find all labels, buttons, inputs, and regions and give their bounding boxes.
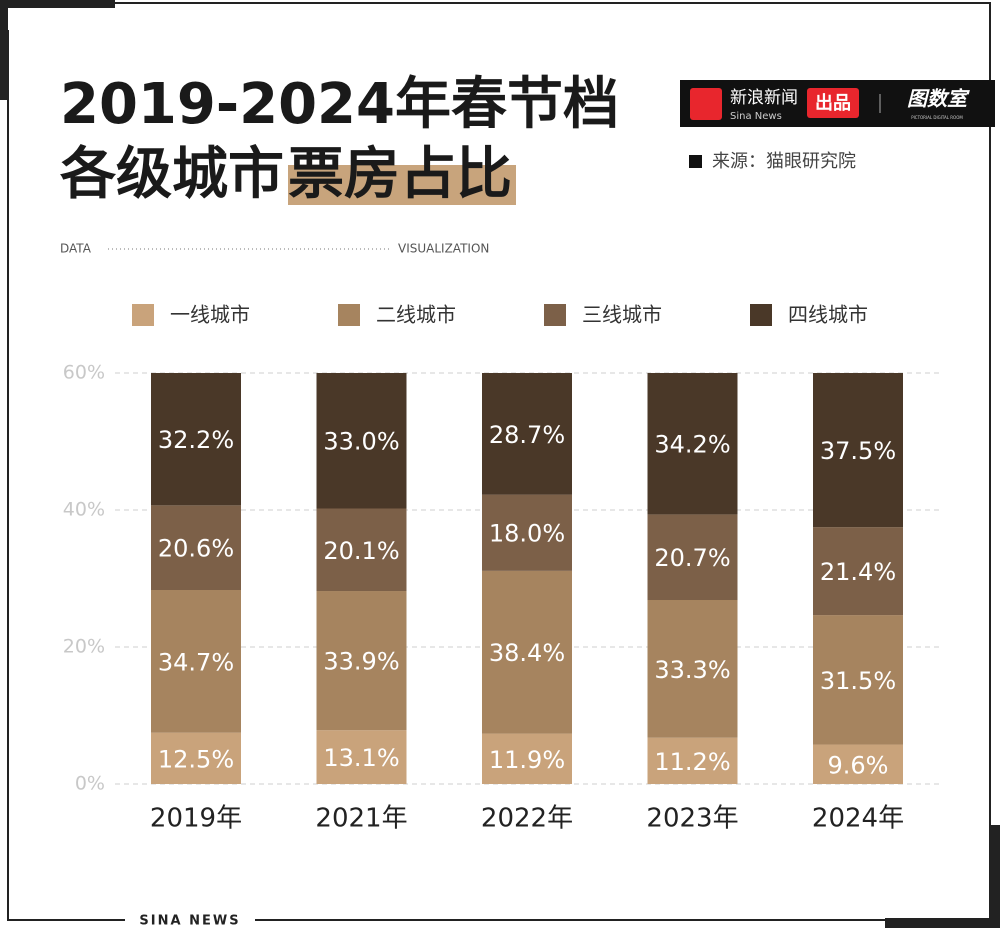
value-label: 11.9% <box>489 746 565 774</box>
bar-segment <box>316 508 407 592</box>
legend-label: 一线城市 <box>170 303 250 327</box>
legend-swatch <box>338 304 360 326</box>
legend-swatch <box>544 304 566 326</box>
bar-segment <box>151 732 241 784</box>
bar-segment <box>813 373 903 528</box>
value-label: 28.7% <box>489 421 565 449</box>
title-highlight: 票房占比 <box>288 142 512 207</box>
x-tick-label: 2019年 <box>150 804 242 834</box>
value-label: 34.7% <box>158 648 234 676</box>
x-tick-label: 2024年 <box>812 804 904 834</box>
value-label: 20.1% <box>323 537 399 565</box>
title: 各级城市 <box>60 142 284 207</box>
source: 来源：猫眼研究院 <box>712 151 856 172</box>
x-tick-label: 2021年 <box>315 804 407 834</box>
bar-segment <box>813 527 903 616</box>
value-label: 20.7% <box>654 544 730 572</box>
partner: 图数室 <box>907 87 970 111</box>
value-label: 33.3% <box>654 656 730 684</box>
bar-segment <box>647 737 738 784</box>
x-tick-label: 2022年 <box>481 804 573 834</box>
value-label: 31.5% <box>820 667 896 695</box>
data-label: DATA <box>60 242 92 256</box>
value-label: 9.6% <box>828 751 889 779</box>
bar-segment <box>647 373 738 515</box>
y-tick-label: 40% <box>63 499 105 521</box>
bar-segment <box>813 744 903 784</box>
title-highlight-bg <box>288 165 516 205</box>
legend-swatch <box>132 304 154 326</box>
value-label: 20.6% <box>158 535 234 563</box>
legend-label: 四线城市 <box>788 303 868 327</box>
value-label: 11.2% <box>654 748 730 776</box>
bar-segment <box>151 590 241 733</box>
bar-segment <box>647 600 738 738</box>
bar-segment <box>647 514 738 601</box>
value-label: 12.5% <box>158 745 234 773</box>
bar-segment <box>316 730 407 784</box>
value-label: 37.5% <box>820 437 896 465</box>
bar-segment <box>813 615 903 745</box>
value-label: 18.0% <box>489 520 565 548</box>
value-label: 33.9% <box>323 648 399 676</box>
y-tick-label: 60% <box>63 362 105 384</box>
bar-segment <box>482 373 572 495</box>
value-label: 13.1% <box>323 744 399 772</box>
legend-label: 二线城市 <box>376 303 456 327</box>
viz-label: VISUALIZATION <box>398 242 489 256</box>
value-label: 34.2% <box>654 431 730 459</box>
brand-tag: 出品 <box>815 92 851 114</box>
bar-segment <box>151 373 241 506</box>
brand-en: Sina News <box>730 111 782 122</box>
brand: 新浪新闻 <box>730 88 798 108</box>
y-tick-label: 20% <box>63 636 105 658</box>
bar-segment <box>482 733 572 784</box>
legend-swatch <box>750 304 772 326</box>
bar-segment <box>316 591 407 731</box>
partner-en: PICTORIAL DIGITAL ROOM <box>911 115 963 120</box>
x-tick-label: 2023年 <box>646 804 738 834</box>
logo-icon <box>690 88 722 120</box>
footer: SINA NEWS <box>139 914 240 928</box>
bar-segment <box>316 373 407 509</box>
source-icon <box>689 155 702 168</box>
value-label: 38.4% <box>489 639 565 667</box>
bar-segment <box>482 494 572 571</box>
value-label: 32.2% <box>158 426 234 454</box>
title: 2019-2024年春节档 <box>60 72 619 137</box>
legend-label: 三线城市 <box>582 303 662 327</box>
bar-segment <box>151 505 241 591</box>
y-tick-label: 0% <box>75 773 105 795</box>
bar-segment <box>482 570 572 734</box>
tag-box <box>807 88 859 118</box>
value-label: 21.4% <box>820 558 896 586</box>
value-label: 33.0% <box>323 428 399 456</box>
